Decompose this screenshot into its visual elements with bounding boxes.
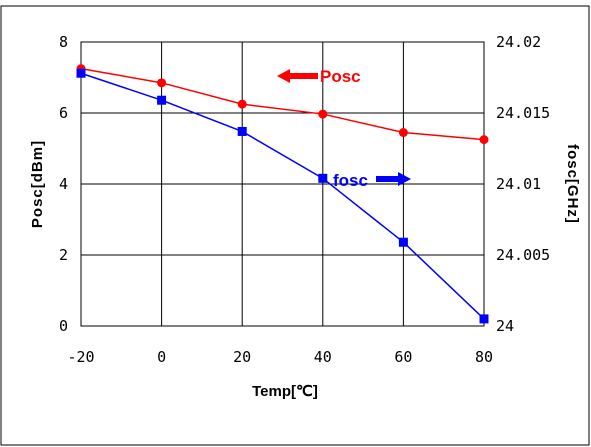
x-tick-label: 0: [157, 348, 166, 366]
x-tick-label: 80: [475, 348, 493, 366]
data-point-fosc: [398, 237, 408, 247]
y-right-tick-label: 24.01: [496, 175, 541, 193]
y-left-axis-ticks: 0 2 4 6 8: [59, 33, 68, 335]
y-right-tick-label: 24.02: [496, 33, 541, 51]
fosc-arrow-icon: [376, 172, 411, 186]
y-left-tick-label: 0: [59, 317, 68, 335]
y-left-axis-title: Posc[dBm]: [29, 140, 46, 228]
data-point-posc: [479, 135, 489, 145]
data-point-fosc: [318, 173, 328, 183]
posc-annotation: Posc: [277, 67, 361, 86]
data-point-fosc: [479, 314, 489, 324]
data-point-fosc: [237, 126, 247, 136]
data-point-fosc: [157, 95, 167, 105]
x-tick-label: 20: [233, 348, 251, 366]
series-line-posc: [80, 67, 485, 141]
y-right-axis-title: fosc[GHz]: [564, 144, 581, 224]
y-left-tick-label: 6: [59, 104, 68, 122]
y-left-tick-label: 2: [59, 246, 68, 264]
x-axis-title: Temp[℃]: [252, 383, 318, 400]
fosc-label: fosc: [333, 171, 368, 190]
y-right-tick-label: 24.015: [496, 104, 550, 122]
chart-border: [0, 5, 590, 446]
fosc-annotation: fosc: [333, 171, 411, 190]
series-line-fosc: [80, 72, 485, 320]
data-point-posc: [237, 99, 247, 109]
x-tick-label: 60: [394, 348, 412, 366]
posc-label: Posc: [320, 67, 361, 86]
posc-arrow-icon: [277, 69, 318, 83]
y-left-tick-label: 4: [59, 175, 68, 193]
data-point-posc: [398, 128, 408, 138]
y-right-axis-ticks: 24 24.005 24.01 24.015 24.02: [496, 33, 550, 335]
y-right-tick-label: 24: [496, 317, 514, 335]
data-point-fosc: [76, 68, 86, 78]
y-right-tick-label: 24.005: [496, 246, 550, 264]
y-left-tick-label: 8: [59, 33, 68, 51]
data-point-posc: [318, 109, 328, 119]
data-point-posc: [157, 78, 167, 88]
x-tick-label: -20: [67, 348, 94, 366]
plot-border: [80, 41, 485, 327]
series-layer: [76, 64, 489, 324]
x-axis-ticks: -20 0 20 40 60 80: [67, 348, 493, 366]
x-tick-label: 40: [314, 348, 332, 366]
